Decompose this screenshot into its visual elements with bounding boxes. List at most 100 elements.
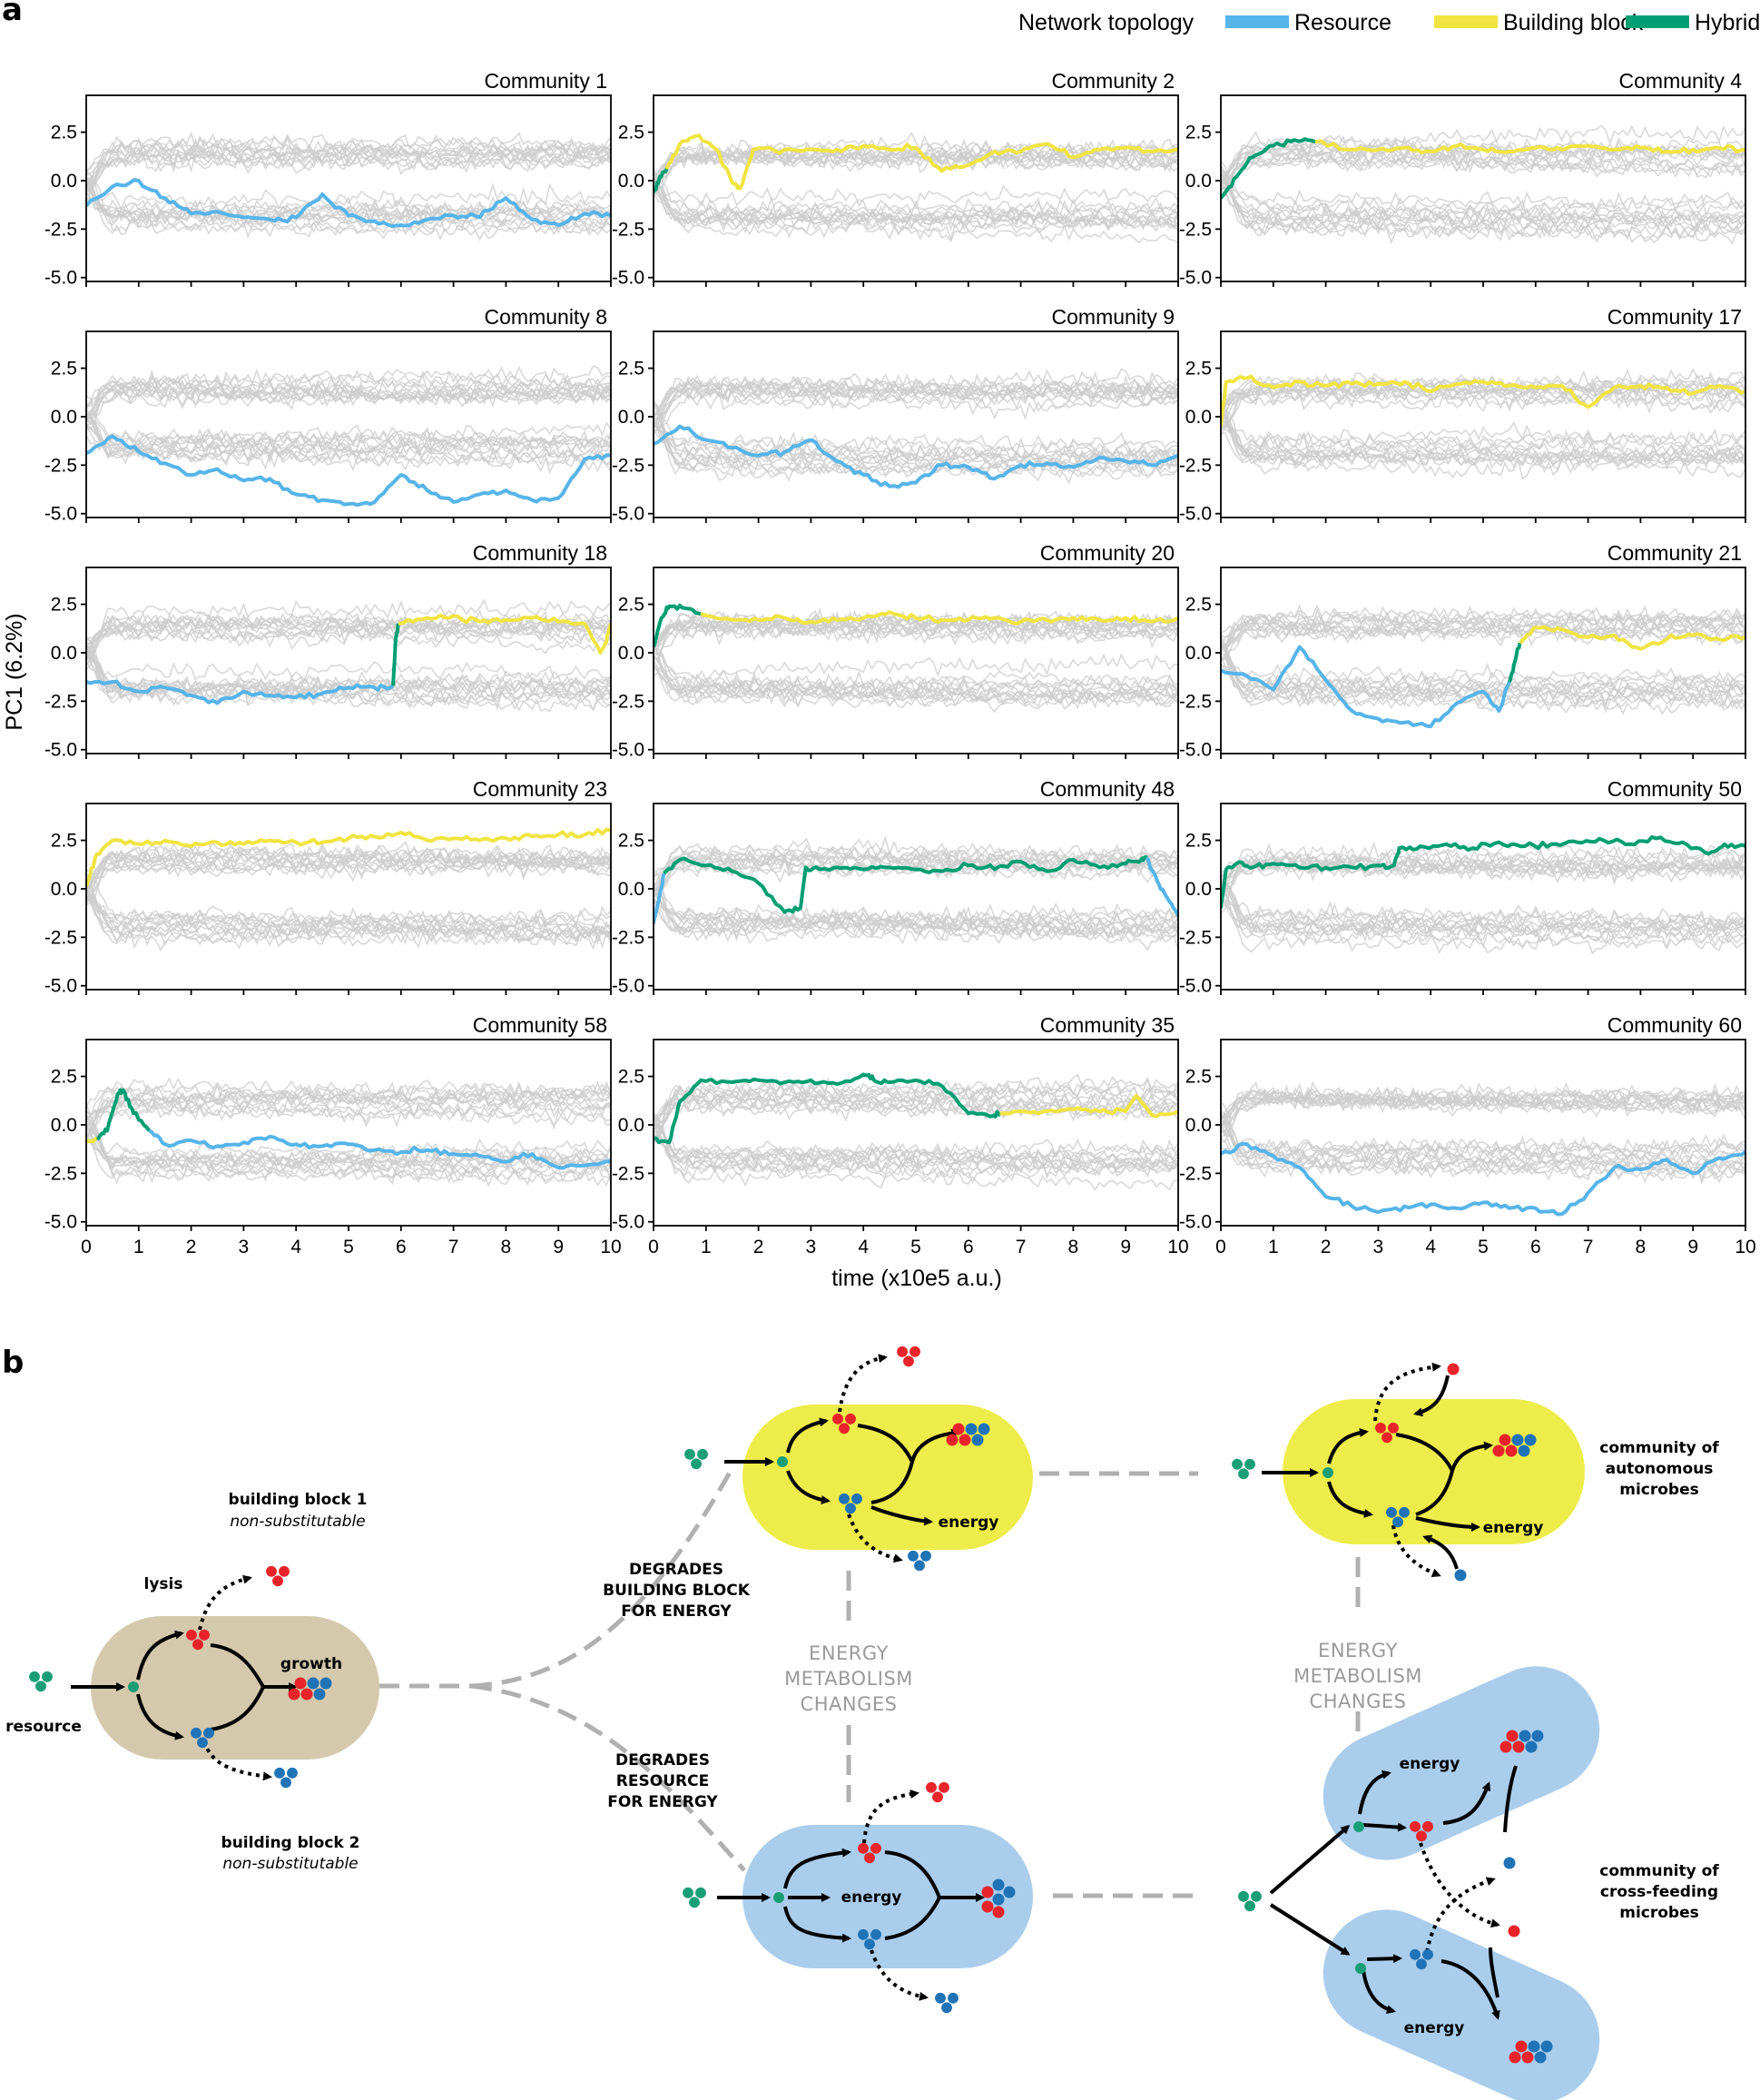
molecule-dot [203, 1727, 214, 1739]
arrow-bbcell-bb1 [786, 1417, 829, 1454]
metabolism-change-1-line1: ENERGY [809, 1642, 889, 1664]
chart-frame [1220, 94, 1746, 282]
molecule-dot [1238, 1468, 1249, 1480]
molecule-dot [909, 1346, 920, 1357]
legend-label-resource: Resource [1294, 10, 1391, 35]
y-tick-label: -2.5 [1179, 219, 1212, 240]
molecule-dot [192, 1639, 203, 1651]
molecule-dot [897, 1346, 908, 1357]
molecule-dot [1416, 1830, 1427, 1842]
arrow-lysis-bb1 [198, 1574, 252, 1631]
molecule-cluster [858, 1842, 881, 1864]
chart-frame [1220, 803, 1746, 991]
x-tick-label: 2 [753, 1237, 764, 1257]
background-trajectory [654, 185, 1178, 232]
molecule-dot [1521, 2051, 1534, 2064]
metabolism-change-2-line2: METABOLISM [1293, 1665, 1422, 1687]
series-line-building-block [86, 827, 611, 888]
molecule-dot [981, 1900, 994, 1913]
arrow-cf-top-g [1442, 1781, 1491, 1825]
y-tick-label: -5.0 [1179, 1212, 1212, 1233]
arrow-bbcell-g1 [857, 1424, 914, 1463]
background-trajectory [86, 1096, 611, 1140]
background-trajectory [1221, 605, 1745, 650]
background-trajectories [654, 835, 1178, 951]
chart-frame [85, 94, 612, 282]
molecule-dot [1447, 1363, 1460, 1375]
molecule-dot [1540, 2040, 1553, 2053]
connector-to-bb-cell [471, 1469, 733, 1689]
x-tick-label: 0 [81, 1237, 92, 1257]
arrow-rescell-bb2 [783, 1906, 851, 1943]
x-tick-label: 0 [648, 1237, 659, 1257]
y-tick-label: -2.5 [612, 219, 644, 240]
arrow-to-bb1 [136, 1630, 184, 1681]
molecule-dot [1519, 1730, 1531, 1742]
series-line-resource [1145, 856, 1178, 917]
series-line-building-block [1221, 374, 1745, 427]
molecule-dot [839, 1423, 850, 1435]
background-trajectory [654, 1097, 1178, 1129]
molecule-dot [288, 1688, 300, 1701]
chart-title: Community 17 [1608, 305, 1742, 329]
series-line-building-block [664, 133, 1178, 191]
y-tick-label: -2.5 [1179, 1163, 1212, 1184]
crossfeeding-line1: community of [1599, 1862, 1719, 1880]
molecule-dot [1410, 1820, 1421, 1832]
molecule-cluster [1386, 1506, 1410, 1528]
chart-title: Community 2 [1052, 69, 1175, 93]
chart-frame [653, 330, 1179, 518]
chart-panel: Community 58 2.5 0.0 -2.5 -5.00 1 2 3 4 5 6 7 8 9 10 [44, 1013, 622, 1257]
crossfeeding-line3: microbes [1619, 1904, 1699, 1922]
branch-bottom-line2: RESOURCE [616, 1772, 709, 1790]
panel-a-letter: a [2, 0, 23, 28]
panel-b-labels: resource lysis growth building block 1 n… [5, 1439, 1719, 2037]
arrow-cf-top-energy [1358, 1770, 1391, 1815]
y-tick-label: 2.5 [51, 595, 77, 616]
biomass-cluster [288, 1677, 332, 1701]
molecule-dot [1422, 1948, 1433, 1960]
chart-frame [653, 94, 1179, 282]
background-trajectory [86, 615, 611, 662]
background-trajectory [1221, 846, 1745, 907]
background-trajectory [86, 177, 611, 226]
background-trajectories [1221, 124, 1745, 245]
x-tick-label: 9 [1687, 1237, 1698, 1257]
molecule-dot [864, 1938, 875, 1950]
molecule-dot [1422, 1820, 1433, 1832]
background-trajectories [654, 606, 1178, 714]
background-trajectory [86, 143, 611, 184]
molecule-dots [29, 1346, 1553, 2064]
chart-title: Community 23 [473, 777, 607, 801]
background-trajectory [1221, 855, 1745, 887]
y-tick-label: -2.5 [612, 455, 644, 476]
molecule-dot [858, 1928, 869, 1940]
x-tick-label: 7 [1583, 1237, 1594, 1257]
background-trajectory [1221, 1080, 1745, 1134]
y-tick-label: 0.0 [618, 643, 644, 664]
background-trajectory [1221, 173, 1745, 229]
background-trajectory [86, 1099, 611, 1132]
chart-frame [653, 1039, 1179, 1227]
background-trajectory [654, 646, 1178, 697]
series-line-building-block [700, 610, 1178, 626]
chart-title: Community 9 [1052, 305, 1175, 329]
x-tick-label: 10 [1167, 1237, 1188, 1257]
chart-frame [1220, 330, 1746, 518]
molecule-dot [992, 1906, 1005, 1918]
background-trajectory [1221, 410, 1745, 464]
molecule-dot [1454, 1569, 1467, 1582]
background-trajectory [86, 845, 611, 886]
chart-frame [653, 803, 1179, 991]
y-tick-label: 2.5 [1185, 359, 1212, 380]
arrow-cf-bottom-bb2 [1366, 1954, 1402, 1964]
molecule-dot [695, 1887, 706, 1898]
branch-bottom-line1: DEGRADES [615, 1751, 710, 1770]
series-line-resource [86, 178, 611, 228]
arrow-auto-lysis-bottom [1391, 1524, 1441, 1578]
background-trajectory [1221, 604, 1745, 652]
arrow-rescell-bb1 [783, 1848, 851, 1889]
chart-panel: Community 9 2.5 0.0 -2.5 -5.0 [612, 305, 1179, 525]
series-line-hybrid [654, 1072, 1002, 1145]
chart-frame [85, 330, 612, 518]
